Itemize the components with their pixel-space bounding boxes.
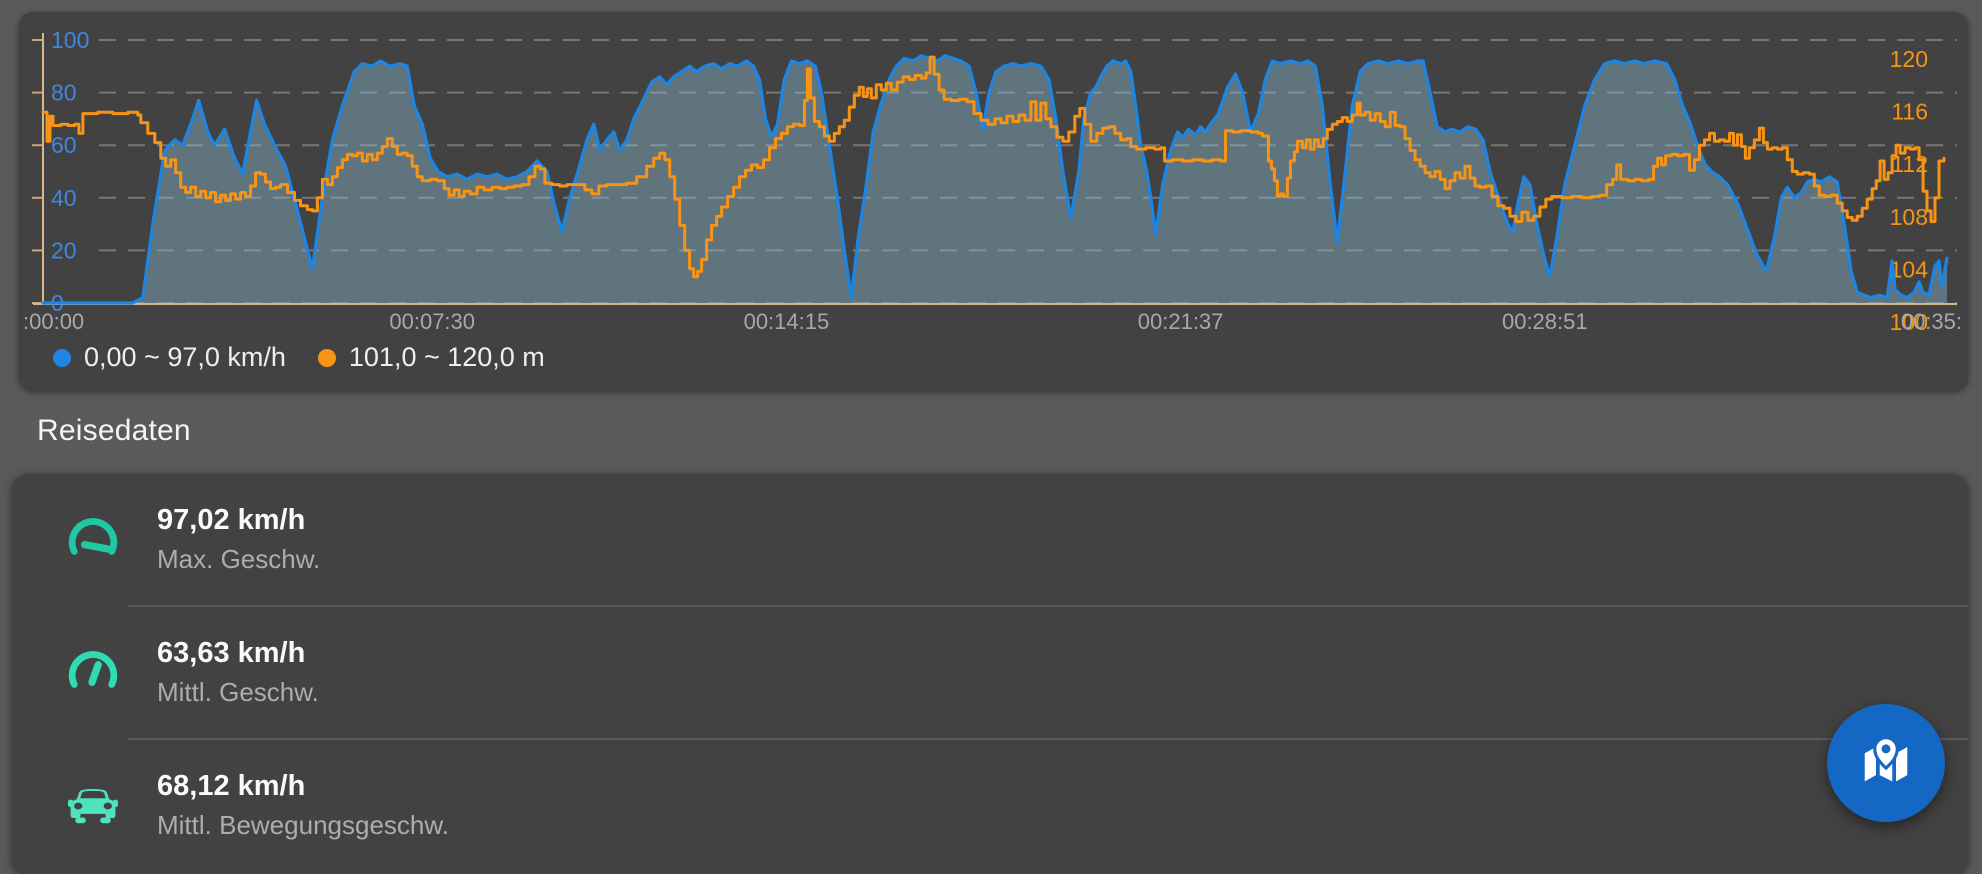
svg-text:00:28:51: 00:28:51: [1502, 309, 1588, 334]
svg-text:40: 40: [51, 185, 77, 211]
svg-text:80: 80: [51, 80, 77, 106]
svg-text:116: 116: [1891, 99, 1928, 125]
trip-chart-panel: 100120801166011240108201040100:00:0000:0…: [19, 12, 1968, 390]
speed-series-dot: [53, 348, 71, 367]
svg-text:120: 120: [1890, 46, 1928, 72]
map-fab[interactable]: [1827, 704, 1945, 822]
legend-item-altitude: 101,0 ~ 120,0 m: [317, 342, 545, 373]
row-divider: [128, 738, 1968, 740]
stat-row-max-speed: 97,02 km/h Max. Geschw.: [12, 474, 1968, 605]
stat-value: 63,63 km/h: [157, 637, 306, 669]
svg-text:100: 100: [51, 27, 89, 53]
stat-text: 68,12 km/h Mittl. Bewegungsgeschw.: [157, 770, 449, 841]
svg-text:00:35:: 00:35:: [1901, 309, 1962, 334]
svg-text:108: 108: [1890, 204, 1928, 230]
svg-text:00:21:37: 00:21:37: [1138, 309, 1224, 334]
legend-item-speed: 0,00 ~ 97,0 km/h: [53, 342, 286, 373]
altitude-series-label: 101,0 ~ 120,0 m: [348, 342, 545, 372]
stat-row-avg-speed: 63,63 km/h Mittl. Geschw.: [12, 607, 1968, 738]
stat-text: 97,02 km/h Max. Geschw.: [157, 504, 320, 575]
svg-text:00:14:15: 00:14:15: [744, 309, 830, 334]
stat-label: Mittl. Geschw.: [157, 677, 319, 707]
svg-text:00:07:30: 00:07:30: [389, 309, 475, 334]
stat-label: Max. Geschw.: [157, 544, 321, 574]
page-title: Reisedaten: [37, 414, 191, 447]
car-icon: [68, 781, 118, 831]
speedometer-icon: [68, 515, 118, 565]
stat-text: 63,63 km/h Mittl. Geschw.: [157, 637, 319, 708]
svg-text::00:00: :00:00: [23, 309, 84, 334]
stat-value: 97,02 km/h: [157, 504, 306, 536]
stat-label: Mittl. Bewegungsgeschw.: [157, 810, 449, 840]
speedometer-icon: [68, 648, 118, 698]
speed-series-label: 0,00 ~ 97,0 km/h: [84, 342, 286, 372]
map-icon: [1856, 732, 1916, 795]
svg-text:60: 60: [51, 132, 77, 158]
stat-value: 68,12 km/h: [157, 770, 306, 802]
trip-stats-card: 97,02 km/h Max. Geschw. 63,63 km/h Mittl…: [12, 474, 1968, 874]
stat-row-avg-moving-speed: 68,12 km/h Mittl. Bewegungsgeschw.: [12, 740, 1968, 871]
row-divider: [128, 605, 1968, 607]
svg-text:104: 104: [1890, 256, 1929, 282]
svg-text:20: 20: [51, 237, 77, 263]
altitude-series-dot: [317, 348, 336, 367]
svg-text:100: 100: [1890, 309, 1928, 335]
trip-chart[interactable]: 100120801166011240108201040100:00:0000:0…: [19, 12, 1968, 390]
chart-legend: 0,00 ~ 97,0 km/h 101,0 ~ 120,0 m: [53, 342, 545, 373]
